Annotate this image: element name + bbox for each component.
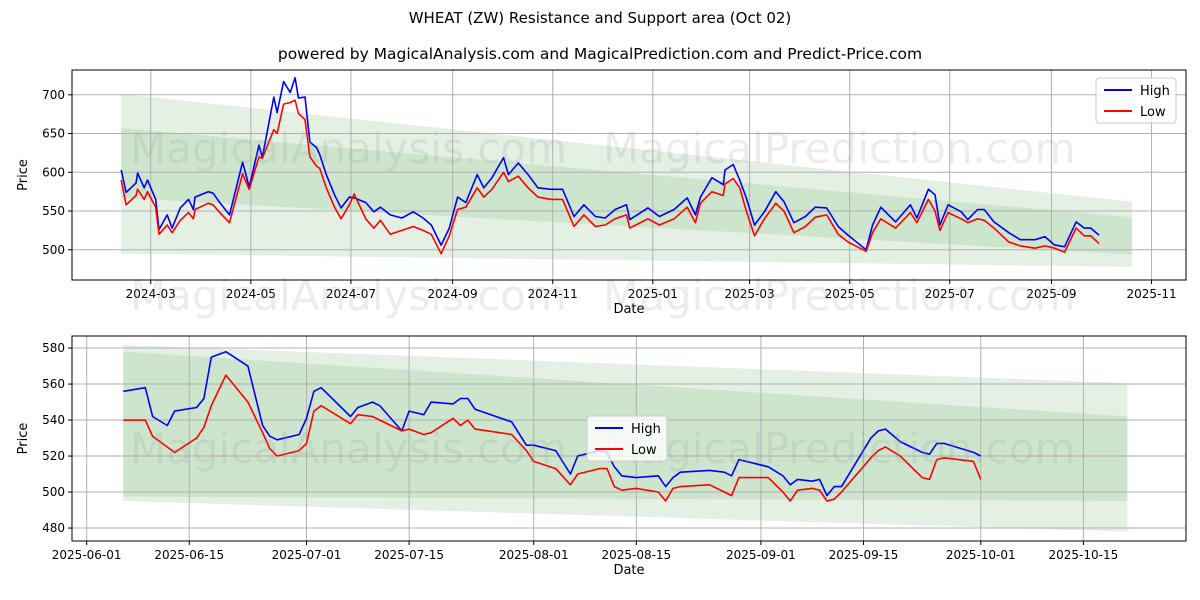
- x-tick-label: 2025-10-01: [946, 548, 1016, 562]
- legend: High Low: [1095, 77, 1177, 124]
- x-tick-label: 2025-03: [725, 287, 775, 301]
- x-tick-label: 2024-11: [528, 287, 578, 301]
- x-tick-label: 2025-07-15: [374, 548, 444, 562]
- legend-label-low: Low: [631, 443, 657, 458]
- chart-2: 2025-06-01 2025-06-15 2025-07-01 2025-07-15…: [16, 335, 1187, 578]
- series-line-low: [123, 374, 982, 502]
- plot-frame: [71, 69, 1187, 281]
- x-tick-label: 2025-09: [1026, 287, 1076, 301]
- y-tick-label: 580: [42, 341, 65, 355]
- series-line-high: [123, 350, 982, 497]
- watermark: MagicalAnalysis.com: [130, 124, 567, 173]
- watermark: MagicalPrediction.com: [603, 124, 1076, 173]
- y-tick-label: 520: [42, 449, 65, 463]
- series-line-low: [120, 99, 1100, 255]
- watermark: MagicalAnalysis.com: [130, 424, 567, 473]
- x-tick-label: 2025-08-01: [499, 548, 569, 562]
- x-tick-label: 2025-08-15: [601, 548, 671, 562]
- watermark: MagicalPrediction.com: [603, 424, 1076, 473]
- legend-label-low: Low: [1140, 105, 1166, 120]
- x-tick-label: 2024-09: [428, 287, 478, 301]
- x-tick-label: 2025-09-01: [726, 548, 796, 562]
- chart-1: 2024-03 2024-05 2024-07 2024-09 2024-11 2025-…: [16, 69, 1187, 320]
- y-tick-label: 600: [42, 165, 65, 179]
- watermark: MagicalPrediction.com: [603, 271, 1076, 320]
- legend: High Low: [586, 415, 668, 462]
- x-tick-label: 2025-07: [925, 287, 975, 301]
- legend-label-high: High: [1140, 84, 1170, 99]
- x-axis-label: Date: [613, 302, 644, 317]
- y-tick-label: 500: [42, 485, 65, 499]
- y-tick-label: 700: [42, 88, 65, 102]
- x-tick-label: 2025-07-01: [272, 548, 342, 562]
- x-tick-label: 2025-06-01: [52, 548, 122, 562]
- x-tick-label: 2025-10-15: [1049, 548, 1119, 562]
- x-tick-label: 2024-05: [226, 287, 276, 301]
- chart-subtitle: powered by MagicalAnalysis.com and Magic…: [277, 45, 923, 63]
- x-tick-label: 2025-05: [825, 287, 875, 301]
- y-tick-label: 480: [42, 521, 65, 535]
- x-tick-label: 2025-09-15: [829, 548, 899, 562]
- plot-frame: [71, 335, 1187, 542]
- legend-label-high: High: [631, 422, 661, 437]
- x-tick-label: 2025-06-15: [154, 548, 224, 562]
- chart-title: WHEAT (ZW) Resistance and Support area (…: [408, 9, 792, 27]
- y-tick-label: 650: [42, 127, 65, 141]
- watermark: MagicalAnalysis.com: [130, 271, 567, 320]
- y-axis-label: Price: [16, 159, 31, 191]
- series-line-high: [120, 76, 1100, 251]
- x-tick-label: 2025-01: [628, 287, 678, 301]
- y-tick-label: 560: [42, 377, 65, 391]
- y-tick-label: 540: [42, 413, 65, 427]
- x-axis-label: Date: [613, 563, 644, 578]
- x-tick-label: 2024-03: [126, 287, 176, 301]
- x-tick-label: 2025-11: [1126, 287, 1176, 301]
- y-tick-label: 550: [42, 204, 65, 218]
- y-tick-label: 500: [42, 243, 65, 257]
- y-axis-label: Price: [16, 423, 31, 455]
- x-tick-label: 2024-07: [326, 287, 376, 301]
- plot-area: [72, 70, 1186, 280]
